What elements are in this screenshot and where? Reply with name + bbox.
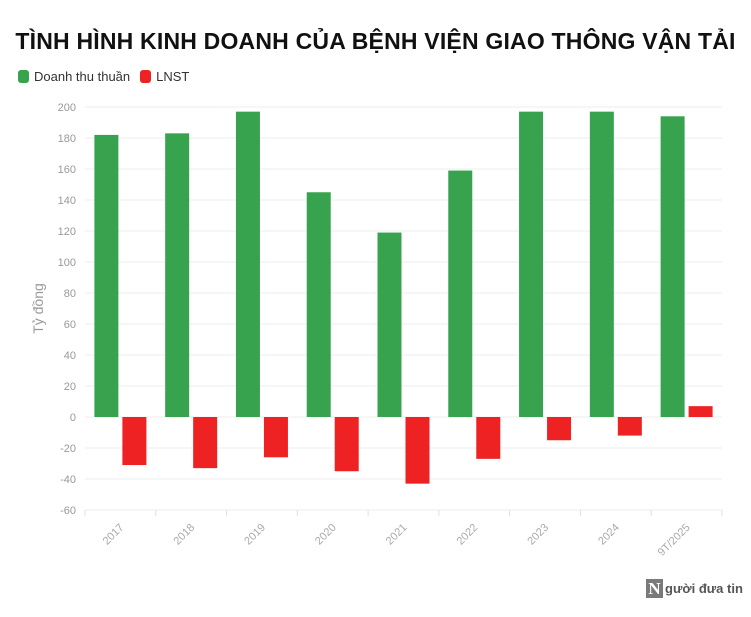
y-tick-label: -60 — [60, 505, 76, 517]
x-tick-label: 2021 — [384, 522, 410, 548]
y-tick-label: 60 — [64, 319, 76, 331]
bar-profit — [263, 417, 288, 458]
x-tick-label: 2020 — [313, 522, 339, 548]
bar-profit — [405, 417, 430, 484]
watermark-text: gười đưa tin — [665, 581, 743, 596]
x-tick-label: 9T/2025 — [656, 522, 693, 559]
bar-profit — [334, 417, 359, 472]
x-tick-label: 2017 — [101, 522, 127, 548]
legend: Doanh thu thuần LNST — [18, 69, 199, 84]
y-tick-label: 160 — [58, 164, 76, 176]
bar-profit — [617, 417, 642, 436]
bar-profit — [193, 417, 218, 469]
y-tick-label: -20 — [60, 443, 76, 455]
y-tick-label: 40 — [64, 350, 76, 362]
bar-revenue — [660, 116, 685, 418]
y-tick-label: -40 — [60, 474, 76, 486]
y-tick-label: 100 — [58, 257, 76, 269]
watermark-mark: N — [646, 579, 663, 598]
legend-swatch-revenue — [18, 70, 29, 83]
x-tick-label: 2018 — [171, 522, 197, 548]
legend-label-revenue: Doanh thu thuần — [34, 69, 131, 84]
bar-revenue — [589, 111, 614, 418]
y-tick-label: 80 — [64, 288, 76, 300]
x-tick-label: 2023 — [525, 522, 551, 548]
x-tick-label: 2024 — [596, 522, 622, 548]
chart-title: TÌNH HÌNH KINH DOANH CỦA BỆNH VIỆN GIAO … — [15, 28, 736, 54]
bar-revenue — [235, 111, 260, 418]
y-tick-label: 0 — [70, 412, 76, 424]
bar-revenue — [377, 232, 402, 417]
y-axis-title: Tỷ đồng — [30, 283, 46, 334]
bar-revenue — [306, 192, 331, 417]
y-tick-label: 200 — [58, 102, 76, 114]
legend-swatch-profit — [140, 70, 152, 83]
y-tick-label: 180 — [58, 133, 76, 145]
bar-revenue — [165, 133, 190, 417]
bar-profit — [688, 406, 713, 417]
bar-profit — [476, 417, 501, 459]
legend-label-profit: LNST — [156, 69, 190, 84]
bar-profit — [122, 417, 147, 466]
bar-revenue — [519, 111, 544, 418]
y-tick-label: 120 — [58, 226, 76, 238]
x-tick-label: 2019 — [242, 522, 268, 548]
watermark-logo: N gười đưa tin — [646, 579, 743, 598]
bar-revenue — [448, 170, 473, 417]
bar-revenue — [94, 134, 119, 417]
legend-item-profit[interactable]: LNST — [140, 69, 189, 84]
bar-profit — [547, 417, 572, 441]
x-tick-label: 2022 — [455, 522, 481, 548]
y-tick-label: 140 — [58, 195, 76, 207]
y-tick-label: 20 — [64, 381, 76, 393]
legend-item-revenue[interactable]: Doanh thu thuần — [18, 69, 130, 84]
